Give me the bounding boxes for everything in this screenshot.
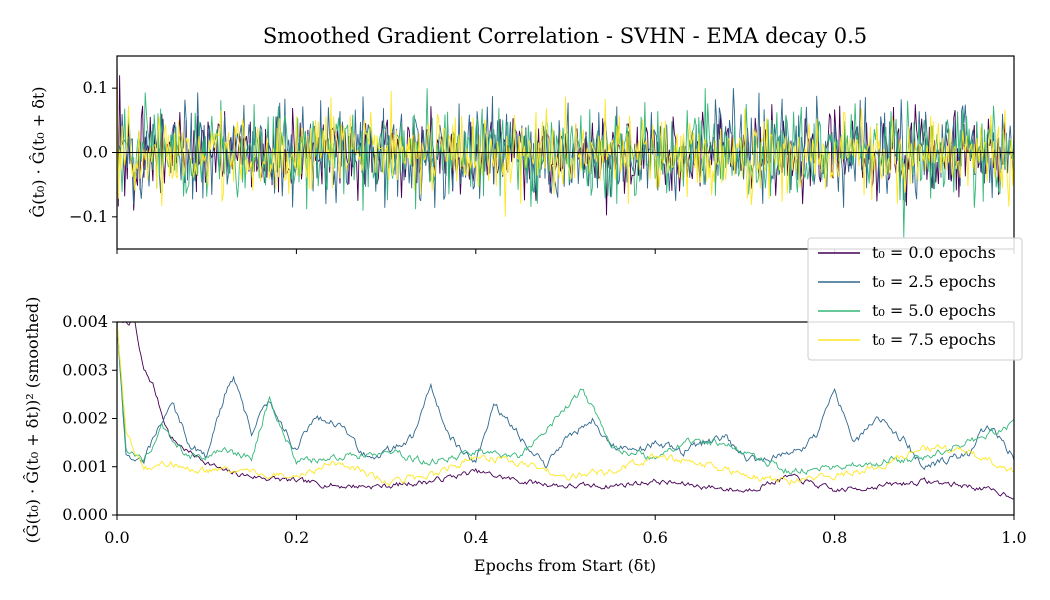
bottom-xtick-label-1: 0.2 [284,528,309,547]
top-axes-frame [116,55,1015,250]
bottom-series-line-3 [117,322,1014,487]
top-ticks: 0.1 0.0 −0.1 [69,78,1015,254]
top-ylabel: Ĝ(t₀) · Ĝ(t₀ + δt) [28,86,48,217]
chart-title: Smoothed Gradient Correlation - SVHN - E… [263,24,867,48]
bottom-xtick-label-4: 0.8 [822,528,847,547]
bottom-ytick-label-0: 0.004 [62,312,108,331]
legend-label-3: t₀ = 7.5 epochs [872,330,996,349]
top-ytick-label-0: 0.1 [83,78,108,97]
top-series-group [117,56,1014,238]
bottom-xlabel: Epochs from Start (δt) [474,556,656,575]
top-panel: 0.1 0.0 −0.1 Ĝ(t₀) · Ĝ(t₀ + δt) [28,55,1015,254]
bottom-axes-frame [116,321,1015,516]
bottom-series-line-0 [117,322,1014,500]
legend: t₀ = 0.0 epochs t₀ = 2.5 epochs t₀ = 5.0 e… [807,237,1023,361]
bottom-xtick-label-2: 0.4 [463,528,488,547]
bottom-series-line-2 [117,322,1014,476]
bottom-ytick-label-1: 0.003 [62,360,108,379]
bottom-xtick-label-5: 1.0 [1001,528,1026,547]
top-series-line-2 [117,88,1014,238]
bottom-ytick-label-2: 0.002 [62,409,108,428]
top-ytick-label-2: −0.1 [69,207,108,226]
bottom-series-line-1 [117,322,1014,471]
bottom-ytick-label-3: 0.001 [62,457,108,476]
bottom-xtick-label-0: 0.0 [104,528,129,547]
bottom-panel: 0.004 0.003 0.002 0.001 0.000 0.0 0.2 0.4 0.6 0.8… [22,297,1027,575]
bottom-ylabel: (Ĝ(t₀) · Ĝ(t₀ + δt))² (smoothed) [22,297,42,544]
legend-box [807,237,1023,361]
legend-label-1: t₀ = 2.5 epochs [872,272,996,291]
bottom-series-group [117,322,1014,500]
top-series-line-3 [117,56,1014,217]
bottom-xtick-label-3: 0.6 [642,528,667,547]
legend-label-0: t₀ = 0.0 epochs [872,243,996,262]
bottom-ytick-label-4: 0.000 [62,505,108,524]
bottom-ticks: 0.004 0.003 0.002 0.001 0.000 0.0 0.2 0.4 0.6 0.8… [62,312,1027,547]
top-ytick-label-1: 0.0 [83,143,108,162]
legend-label-2: t₀ = 5.0 epochs [872,301,996,320]
